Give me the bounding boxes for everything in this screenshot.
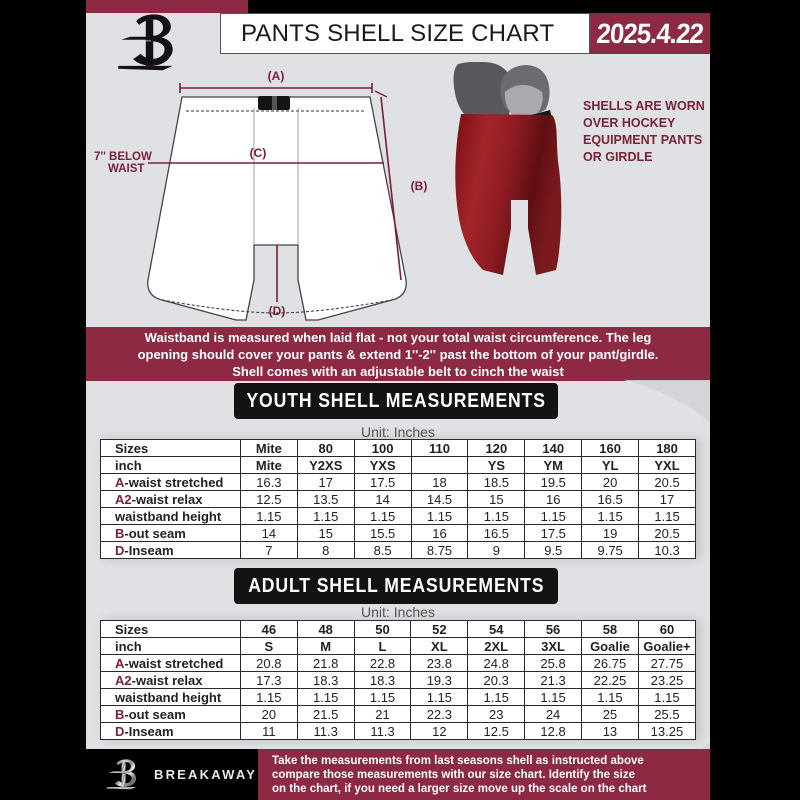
svg-text:(C): (C) xyxy=(250,146,267,160)
svg-text:WAIST: WAIST xyxy=(108,163,144,175)
svg-text:(B): (B) xyxy=(411,179,428,193)
svg-text:7'' BELOW: 7'' BELOW xyxy=(94,151,152,163)
svg-text:(D): (D) xyxy=(269,304,286,318)
svg-text:(A): (A) xyxy=(268,69,285,83)
